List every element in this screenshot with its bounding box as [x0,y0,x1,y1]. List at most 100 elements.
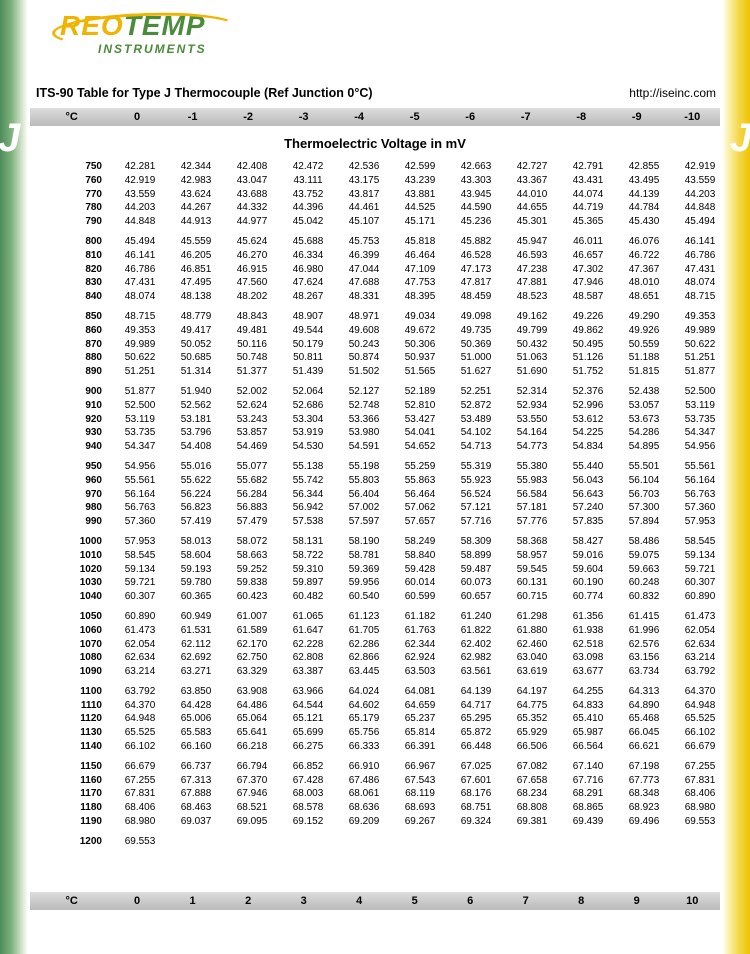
value-cell: 64.428 [168,699,224,713]
value-cell: 61.938 [560,624,616,638]
value-cell: 48.587 [560,290,616,304]
value-cell: 59.134 [112,563,168,577]
value-cell: 69.037 [168,815,224,829]
thermocouple-table: 75042.28142.34442.40842.47242.53642.5994… [54,160,728,855]
value-cell: 43.688 [224,188,280,202]
value-cell: 48.843 [224,310,280,324]
temp-cell: 1170 [54,787,112,801]
temp-cell: 1040 [54,590,112,604]
value-cell: 60.248 [616,576,672,590]
value-cell: 45.042 [280,215,336,229]
value-cell: 50.432 [504,338,560,352]
value-cell: 62.866 [336,651,392,665]
table-row: 101058.54558.60458.66358.72258.78158.840… [54,549,728,563]
value-cell: 53.119 [112,413,168,427]
value-cell: 47.881 [504,276,560,290]
value-cell: 53.427 [392,413,448,427]
value-cell: 59.604 [560,563,616,577]
value-cell: 49.417 [168,324,224,338]
value-cell: 66.045 [616,726,672,740]
value-cell: 55.501 [616,460,672,474]
value-cell: 51.502 [336,365,392,379]
value-cell: 47.367 [616,263,672,277]
table-row: 84048.07448.13848.20248.26748.33148.3954… [54,290,728,304]
temp-cell: 950 [54,460,112,474]
header-cell: -1 [165,111,221,123]
value-cell: 55.561 [112,474,168,488]
value-cell: 54.469 [224,440,280,454]
value-cell: 66.160 [168,740,224,754]
value-cell: 61.356 [560,610,616,624]
value-cell: 59.721 [672,563,728,577]
value-cell: 61.880 [504,624,560,638]
value-cell: 43.752 [280,188,336,202]
value-cell: 56.344 [280,488,336,502]
table-row: 80045.49445.55945.62445.68845.75345.8184… [54,235,728,249]
value-cell: 56.883 [224,501,280,515]
value-cell: 54.408 [168,440,224,454]
value-cell: 67.658 [504,774,560,788]
value-cell: 59.663 [616,563,672,577]
value-cell: 44.848 [672,201,728,215]
value-cell: 51.188 [616,351,672,365]
value-cell: 52.810 [392,399,448,413]
value-cell: 55.742 [280,474,336,488]
temp-cell: 780 [54,201,112,215]
value-cell: 49.290 [616,310,672,324]
value-cell: 42.281 [112,160,168,174]
value-cell: 50.937 [392,351,448,365]
value-cell: 51.815 [616,365,672,379]
value-cell: 60.482 [280,590,336,604]
value-cell: 46.980 [280,263,336,277]
value-cell: 68.923 [616,801,672,815]
value-cell: 67.543 [392,774,448,788]
value-cell: 48.074 [112,290,168,304]
value-cell: 62.982 [448,651,504,665]
value-cell: 43.624 [168,188,224,202]
value-cell: 50.116 [224,338,280,352]
table-row: 83047.43147.49547.56047.62447.68847.7534… [54,276,728,290]
value-cell: 63.387 [280,665,336,679]
table-row: 90051.87751.94052.00252.06452.12752.1895… [54,385,728,399]
column-header-band: °C0-1-2-3-4-5-6-7-8-9-10 [30,108,720,126]
value-cell: 48.651 [616,290,672,304]
value-cell: 44.332 [224,201,280,215]
value-cell: 56.524 [448,488,504,502]
header-cell: 8 [553,895,609,907]
value-cell: 49.544 [280,324,336,338]
value-cell: 50.748 [224,351,280,365]
value-cell: 54.652 [392,440,448,454]
table-row: 81046.14146.20546.27046.33446.39946.4644… [54,249,728,263]
header-cell: -6 [442,111,498,123]
value-cell: 63.966 [280,685,336,699]
value-cell: 67.313 [168,774,224,788]
value-cell: 57.360 [672,501,728,515]
value-cell: 44.396 [280,201,336,215]
value-cell: 45.753 [336,235,392,249]
value-cell: 61.123 [336,610,392,624]
value-cell: 43.945 [448,188,504,202]
temp-cell: 870 [54,338,112,352]
value-cell: 45.559 [168,235,224,249]
value-cell: 47.044 [336,263,392,277]
header-cell: -10 [665,111,721,123]
value-cell: 55.682 [224,474,280,488]
value-cell: 65.699 [280,726,336,740]
value-cell: 43.175 [336,174,392,188]
value-cell: 52.127 [336,385,392,399]
value-cell: 45.818 [392,235,448,249]
value-cell: 45.107 [336,215,392,229]
value-cell: 68.693 [392,801,448,815]
value-cell: 60.307 [672,576,728,590]
value-cell: 65.410 [560,712,616,726]
value-cell: 49.989 [672,324,728,338]
value-cell: 48.907 [280,310,336,324]
value-cell: 59.134 [672,549,728,563]
header-cell: 10 [665,895,721,907]
value-cell: 46.851 [168,263,224,277]
header-cell: -8 [553,111,609,123]
table-row: 116067.25567.31367.37067.42867.48667.543… [54,774,728,788]
value-cell: 62.286 [336,638,392,652]
value-cell: 62.344 [392,638,448,652]
value-cell: 69.267 [392,815,448,829]
